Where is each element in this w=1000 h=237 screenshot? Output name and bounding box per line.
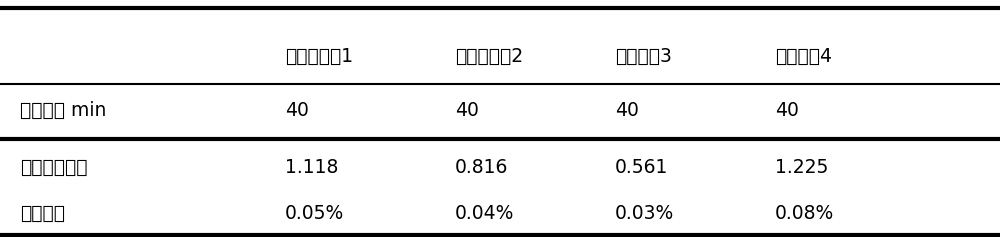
Text: 40: 40	[615, 101, 639, 120]
Text: 平均吸光度值: 平均吸光度值	[20, 158, 88, 177]
Text: 灭菌发方法1: 灭菌发方法1	[285, 47, 353, 66]
Text: 0.03%: 0.03%	[615, 204, 674, 223]
Text: 超声时间 min: 超声时间 min	[20, 101, 106, 120]
Text: 40: 40	[285, 101, 309, 120]
Text: 0.561: 0.561	[615, 158, 668, 177]
Text: 灭菌方法4: 灭菌方法4	[775, 47, 832, 66]
Text: 0.08%: 0.08%	[775, 204, 834, 223]
Text: 1.225: 1.225	[775, 158, 828, 177]
Text: 灭菌发方法2: 灭菌发方法2	[455, 47, 523, 66]
Text: 1.118: 1.118	[285, 158, 338, 177]
Text: 40: 40	[455, 101, 479, 120]
Text: 0.816: 0.816	[455, 158, 508, 177]
Text: 40: 40	[775, 101, 799, 120]
Text: 0.04%: 0.04%	[455, 204, 514, 223]
Text: 0.05%: 0.05%	[285, 204, 344, 223]
Text: 灭菌方法3: 灭菌方法3	[615, 47, 672, 66]
Text: 烟酸含量: 烟酸含量	[20, 204, 65, 223]
